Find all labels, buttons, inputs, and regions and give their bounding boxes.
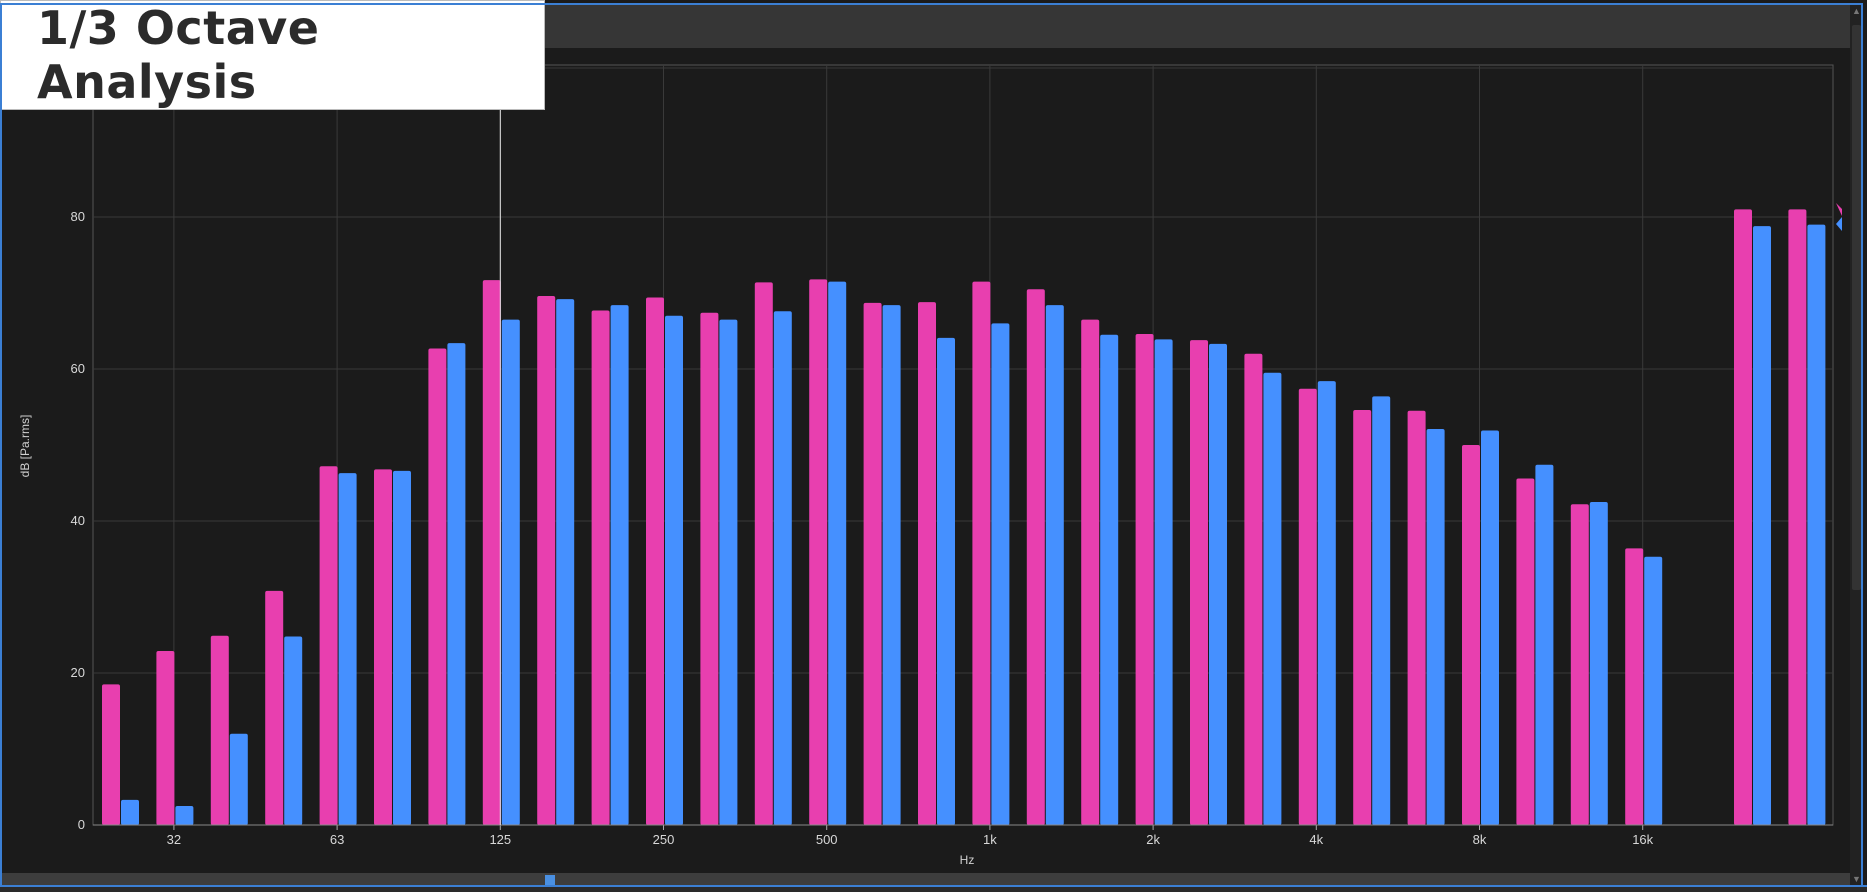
- bar: [1298, 388, 1317, 825]
- axis-layer: 0 20 40 60 80 32 63 125 250 500 1k 2k 4k 8k 16k: [71, 65, 1833, 847]
- horizontal-scrollbar[interactable]: [2, 873, 1850, 885]
- bar: [918, 302, 936, 825]
- bar: [338, 473, 357, 825]
- bar: [1209, 343, 1227, 825]
- y-tick-label: 40: [71, 513, 85, 528]
- bar: [591, 310, 610, 826]
- bar: [1535, 464, 1554, 825]
- bar: [1190, 340, 1208, 825]
- bar: [1481, 430, 1499, 825]
- bar: [319, 466, 338, 825]
- y-tick-label: 80: [71, 209, 85, 224]
- bar: [501, 319, 520, 825]
- bar: [1625, 548, 1644, 825]
- bar: [1100, 334, 1119, 825]
- bar: [1353, 410, 1372, 825]
- bar: [482, 280, 501, 826]
- bar-layer: [102, 209, 1826, 826]
- x-tick-label: 16k: [1632, 832, 1653, 847]
- bar: [863, 302, 882, 825]
- bar: [991, 323, 1010, 825]
- bar: [1135, 334, 1154, 825]
- bar: [1317, 381, 1336, 825]
- bar: [1407, 410, 1426, 825]
- bar: [1589, 502, 1608, 825]
- bar: [1244, 353, 1263, 825]
- chart-title-box: 1/3 Octave Analysis: [0, 0, 545, 110]
- bar: [121, 799, 139, 825]
- x-tick-label: 8k: [1473, 832, 1487, 847]
- chart-title: 1/3 Octave Analysis: [37, 1, 320, 109]
- x-tick-label: 125: [489, 832, 511, 847]
- y-axis-label: dB [Pa.rms]: [18, 415, 32, 478]
- bar: [210, 635, 229, 825]
- bar: [1026, 289, 1045, 825]
- bar: [937, 337, 955, 825]
- bar: [665, 315, 683, 825]
- y-tick-label: 20: [71, 665, 85, 680]
- bar: [1570, 504, 1589, 825]
- bar: [646, 297, 664, 825]
- x-axis-label: Hz: [960, 853, 975, 867]
- x-tick-label: 1k: [983, 832, 997, 847]
- bar: [175, 806, 194, 825]
- x-tick-label: 4k: [1309, 832, 1323, 847]
- bar: [102, 684, 120, 825]
- bar: [265, 590, 284, 825]
- x-tick-label: 2k: [1146, 832, 1160, 847]
- bar: [1734, 209, 1752, 825]
- bar: [1753, 226, 1771, 825]
- bar: [719, 319, 738, 825]
- bar: [972, 281, 991, 826]
- vertical-scroll-thumb[interactable]: [1852, 25, 1861, 590]
- bar: [700, 312, 719, 825]
- bar: [1372, 396, 1391, 825]
- bar: [428, 348, 447, 825]
- bar: [393, 470, 411, 825]
- bar: [1045, 305, 1064, 825]
- bar: [773, 311, 792, 825]
- y-tick-label: 60: [71, 361, 85, 376]
- bar: [1154, 339, 1173, 825]
- bar: [374, 469, 392, 825]
- x-tick-label: 32: [167, 832, 181, 847]
- status-strip: [0, 885, 1867, 892]
- bar: [284, 636, 303, 825]
- x-tick-label: 250: [653, 832, 675, 847]
- bar: [156, 650, 175, 825]
- marker-blue-icon[interactable]: [1836, 217, 1842, 231]
- bar: [1644, 556, 1663, 825]
- bar: [610, 305, 629, 825]
- vertical-scrollbar[interactable]: ▲ ▼: [1850, 5, 1863, 885]
- bar: [1426, 429, 1445, 825]
- bar: [537, 296, 556, 825]
- bar: [882, 305, 901, 825]
- bar: [1263, 372, 1282, 825]
- bar: [447, 343, 466, 825]
- marker-pink-icon[interactable]: [1836, 203, 1842, 216]
- x-tick-label: 500: [816, 832, 838, 847]
- bar: [809, 279, 828, 825]
- scroll-down-icon[interactable]: ▼: [1852, 874, 1861, 884]
- bar: [1081, 319, 1100, 825]
- scroll-up-icon[interactable]: ▲: [1852, 6, 1861, 16]
- bar: [556, 299, 575, 826]
- x-tick-label: 63: [330, 832, 344, 847]
- bar: [1807, 224, 1826, 826]
- bar: [1462, 445, 1480, 825]
- window-frame: [0, 3, 1863, 888]
- bar: [1516, 478, 1535, 825]
- bar: [828, 281, 847, 826]
- bar: [229, 733, 248, 825]
- y-tick-label: 0: [78, 817, 85, 832]
- bar: [1788, 209, 1807, 825]
- bar: [754, 282, 773, 825]
- horizontal-scroll-thumb[interactable]: [545, 875, 555, 885]
